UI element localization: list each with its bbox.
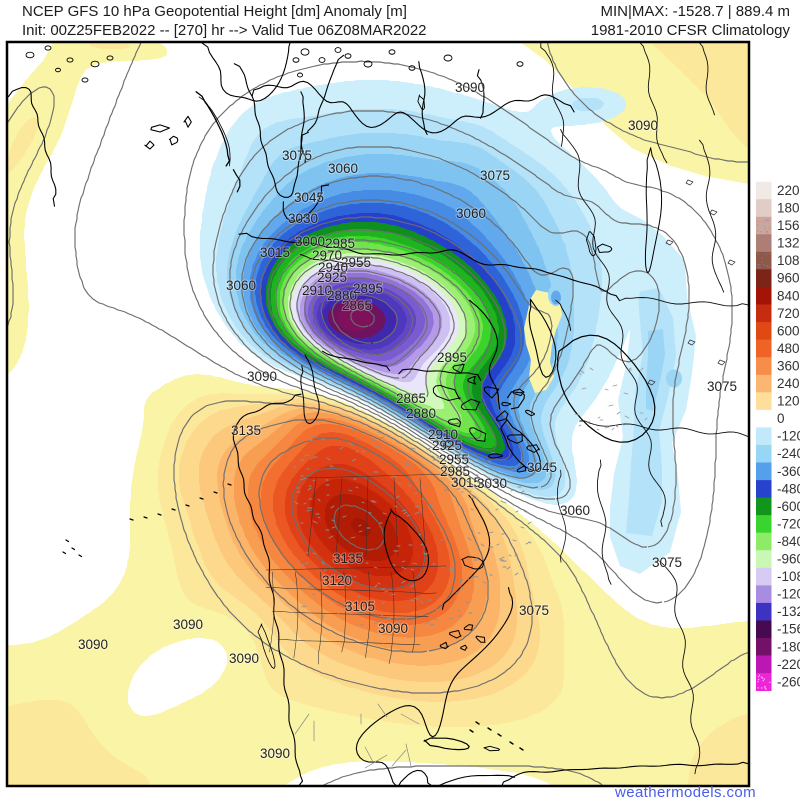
svg-text:3090: 3090	[173, 617, 203, 632]
svg-text:3135: 3135	[333, 551, 363, 566]
svg-text:120: 120	[777, 394, 800, 409]
svg-text:3090: 3090	[260, 746, 290, 761]
svg-text:2880: 2880	[406, 406, 436, 421]
svg-text:3045: 3045	[294, 190, 324, 205]
svg-text:2955: 2955	[439, 452, 469, 467]
svg-text:2865: 2865	[396, 391, 426, 406]
svg-text:2985: 2985	[325, 236, 355, 251]
svg-text:1320: 1320	[777, 236, 800, 251]
svg-text:600: 600	[777, 323, 800, 338]
svg-text:840: 840	[777, 288, 800, 303]
svg-text:2865: 2865	[342, 298, 372, 313]
svg-text:3015: 3015	[451, 475, 481, 490]
svg-text:3090: 3090	[78, 637, 108, 652]
svg-text:3090: 3090	[378, 621, 408, 636]
svg-text:2925: 2925	[432, 438, 462, 453]
svg-text:-120: -120	[777, 429, 800, 444]
svg-text:3015: 3015	[260, 245, 290, 260]
svg-text:2895: 2895	[353, 281, 383, 296]
svg-text:3090: 3090	[628, 118, 658, 133]
svg-text:1080: 1080	[777, 253, 800, 268]
svg-text:3090: 3090	[229, 651, 259, 666]
svg-text:3120: 3120	[322, 573, 352, 588]
svg-text:1800: 1800	[777, 201, 800, 216]
svg-text:-240: -240	[777, 446, 800, 461]
svg-text:2925: 2925	[317, 270, 347, 285]
svg-text:0: 0	[777, 411, 785, 426]
svg-text:720: 720	[777, 306, 800, 321]
svg-text:-2600: -2600	[777, 674, 800, 689]
svg-text:2970: 2970	[312, 248, 342, 263]
svg-text:-2200: -2200	[777, 657, 800, 672]
svg-text:480: 480	[777, 341, 800, 356]
svg-text:2895: 2895	[437, 350, 467, 365]
svg-text:3075: 3075	[282, 148, 312, 163]
svg-text:-600: -600	[777, 499, 800, 514]
svg-text:3135: 3135	[231, 423, 261, 438]
svg-text:2955: 2955	[341, 255, 371, 270]
svg-text:-720: -720	[777, 516, 800, 531]
svg-text:-1560: -1560	[777, 622, 800, 637]
svg-text:2985: 2985	[440, 464, 470, 479]
svg-text:-960: -960	[777, 552, 800, 567]
svg-text:3060: 3060	[560, 503, 590, 518]
svg-text:3030: 3030	[477, 476, 507, 491]
svg-text:-360: -360	[777, 464, 800, 479]
svg-text:-1320: -1320	[777, 604, 800, 619]
svg-text:-1080: -1080	[777, 569, 800, 584]
svg-text:3000: 3000	[295, 234, 325, 249]
svg-text:3105: 3105	[345, 599, 375, 614]
svg-text:3030: 3030	[288, 211, 318, 226]
svg-text:3075: 3075	[519, 603, 549, 618]
svg-text:3045: 3045	[527, 460, 557, 475]
svg-text:-840: -840	[777, 534, 800, 549]
svg-text:240: 240	[777, 376, 800, 391]
svg-text:3075: 3075	[480, 168, 510, 183]
svg-text:3075: 3075	[707, 379, 737, 394]
svg-text:3060: 3060	[328, 161, 358, 176]
svg-text:2940: 2940	[318, 260, 348, 275]
svg-text:1560: 1560	[777, 218, 800, 233]
svg-text:2910: 2910	[428, 427, 458, 442]
svg-text:360: 360	[777, 359, 800, 374]
svg-text:-480: -480	[777, 481, 800, 496]
svg-text:3075: 3075	[652, 555, 682, 570]
svg-text:2880: 2880	[327, 288, 357, 303]
svg-text:2200: 2200	[777, 183, 800, 198]
svg-text:3060: 3060	[456, 206, 486, 221]
svg-text:960: 960	[777, 271, 800, 286]
svg-text:3090: 3090	[247, 369, 277, 384]
svg-text:2910: 2910	[302, 283, 332, 298]
svg-text:weathermodels.com: weathermodels.com	[614, 784, 756, 800]
svg-text:3060: 3060	[226, 278, 256, 293]
svg-text:-1800: -1800	[777, 639, 800, 654]
svg-text:3090: 3090	[455, 80, 485, 95]
